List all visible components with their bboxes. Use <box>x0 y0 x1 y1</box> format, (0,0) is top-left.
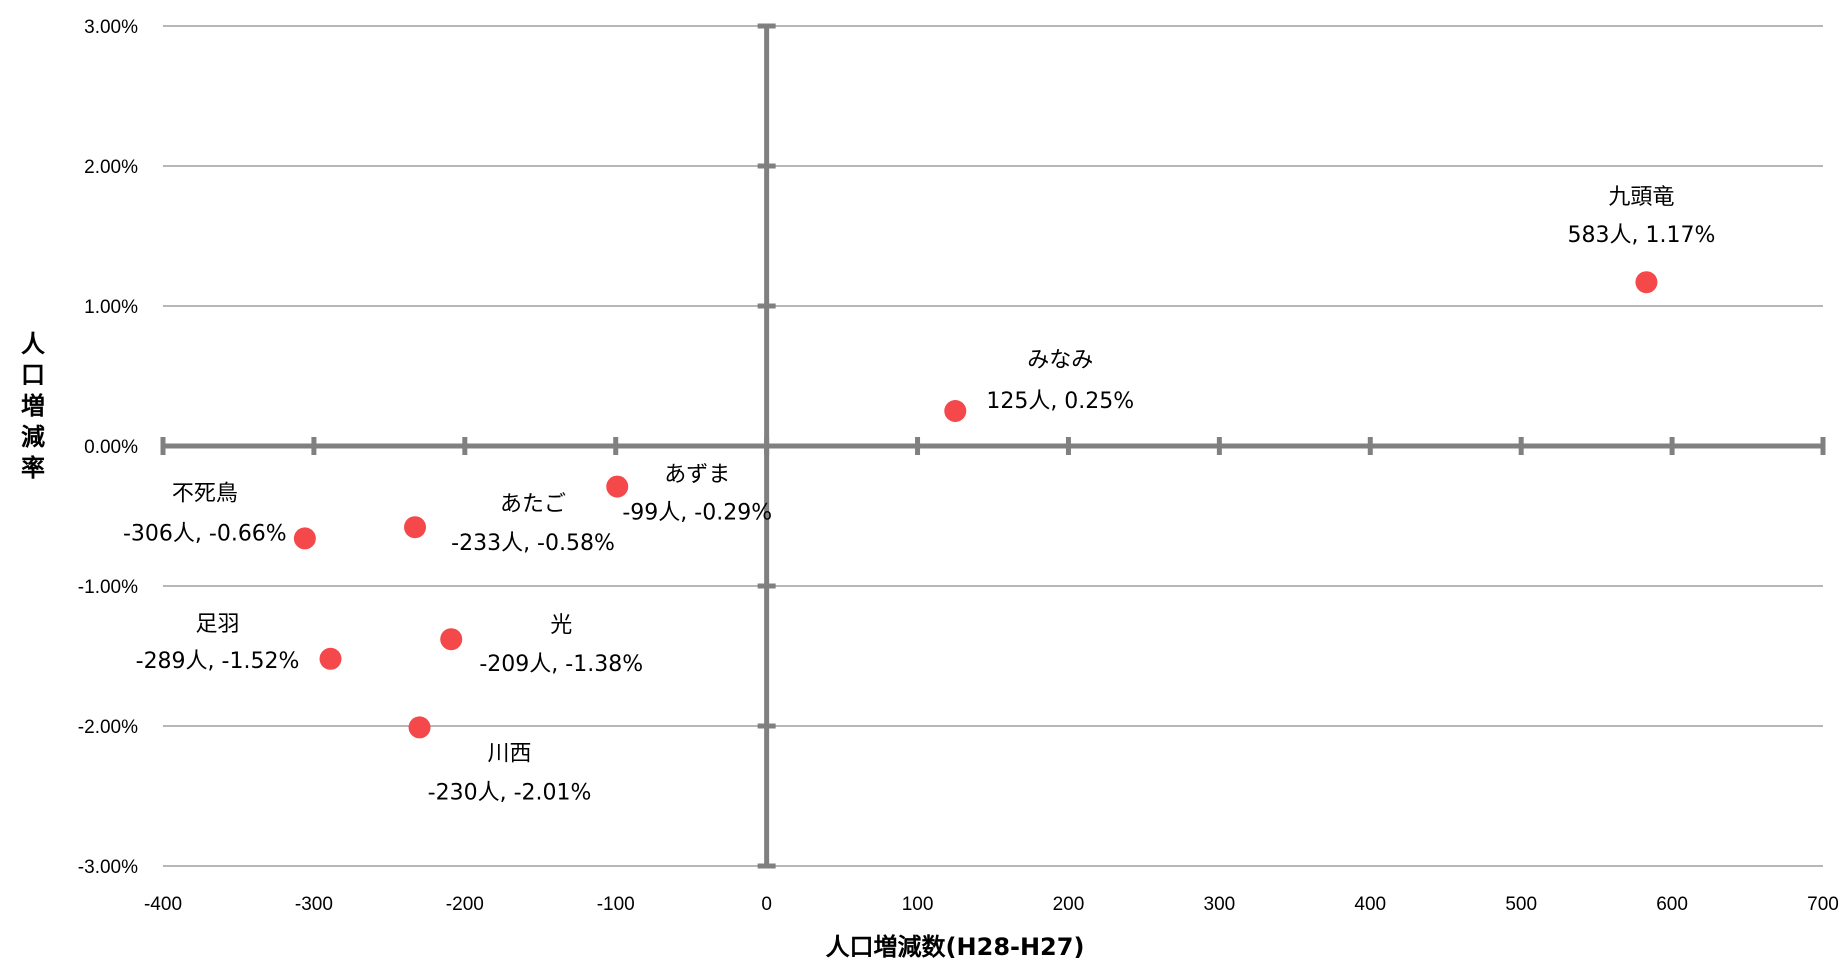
data-point <box>319 647 342 670</box>
x-tick-label: 100 <box>902 894 934 915</box>
x-tick-label: 400 <box>1354 894 1386 915</box>
data-point <box>404 516 427 539</box>
point-value-label: 583人, 1.17% <box>1567 223 1715 248</box>
y-axis-title-char: 増 <box>21 392 45 420</box>
y-axis-title-char: 口 <box>21 361 45 389</box>
data-point <box>1635 271 1658 294</box>
point-value-label: -306人, -0.66% <box>123 521 287 546</box>
y-tick-label: -3.00% <box>78 857 138 878</box>
point-name-label: 足羽 <box>196 612 240 637</box>
data-point <box>408 716 431 739</box>
x-tick-label: -400 <box>144 894 182 915</box>
point-layer <box>293 271 1658 739</box>
x-tick-label: 300 <box>1204 894 1236 915</box>
data-point <box>606 475 629 498</box>
x-tick-label: 0 <box>761 894 772 915</box>
point-value-label: -233人, -0.58% <box>451 531 615 556</box>
y-tick-label: 0.00% <box>84 437 138 458</box>
point-name-label: 不死鳥 <box>172 481 238 506</box>
y-axis-title-char: 減 <box>21 423 45 451</box>
data-point <box>440 628 463 651</box>
y-tick-label: 3.00% <box>84 17 138 38</box>
x-tick-label: 200 <box>1053 894 1085 915</box>
tick-label-layer: 3.00% 2.00% 1.00% 0.00% -1.00% -2.00% -3.00% -4… <box>78 17 1839 915</box>
point-value-label: -230人, -2.01% <box>428 780 592 805</box>
y-axis-title-char: 率 <box>21 454 45 482</box>
point-value-label: -289人, -1.52% <box>136 649 300 674</box>
x-tick-label: -200 <box>446 894 484 915</box>
y-tick-label: -1.00% <box>78 577 138 598</box>
point-name-label: 九頭竜 <box>1608 185 1674 210</box>
point-value-label: 125人, 0.25% <box>986 389 1134 414</box>
axis-layer <box>160 23 1826 869</box>
point-value-label: -209人, -1.38% <box>479 652 643 677</box>
x-tick-label: -300 <box>295 894 333 915</box>
x-axis-title: 人口増減数(H28-H27) <box>826 933 1085 961</box>
point-value-label: -99人, -0.29% <box>622 501 772 526</box>
x-tick-label: -100 <box>597 894 635 915</box>
point-name-label: 光 <box>550 613 572 638</box>
point-name-label: あたご <box>500 492 566 517</box>
y-axis-title-char: 人 <box>21 330 45 358</box>
data-label-layer: 九頭竜 583人, 1.17% みなみ 125人, 0.25% あずま -99人, -0.… <box>123 185 1715 805</box>
x-tick-label: 700 <box>1807 894 1839 915</box>
y-tick-label: -2.00% <box>78 717 138 738</box>
data-point <box>944 400 967 422</box>
y-tick-label: 2.00% <box>84 157 138 178</box>
y-tick-label: 1.00% <box>84 297 138 318</box>
data-point <box>293 527 316 550</box>
x-tick-label: 600 <box>1656 894 1688 915</box>
point-name-label: あずま <box>664 463 730 488</box>
point-name-label: みなみ <box>1027 348 1093 373</box>
x-tick-label: 500 <box>1505 894 1537 915</box>
point-name-label: 川西 <box>488 741 532 766</box>
y-axis-title: 人口増減率 <box>21 330 45 482</box>
grid-layer <box>163 25 1823 867</box>
